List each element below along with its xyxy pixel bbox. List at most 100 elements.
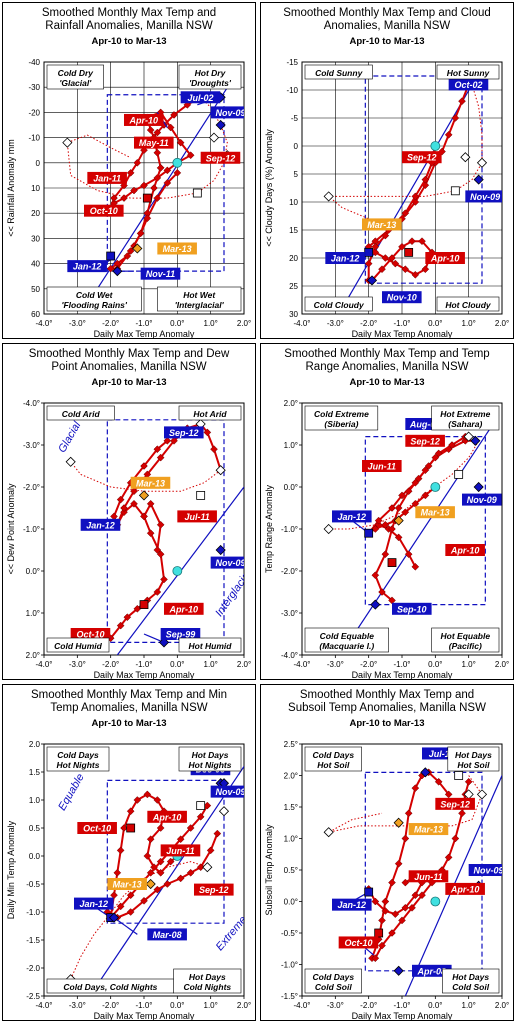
- data-point: [464, 777, 473, 786]
- quadrant-label-line: Cold Humid: [54, 641, 102, 651]
- data-point: [163, 179, 172, 187]
- quadrant-label-line: Cold Cloudy: [314, 300, 365, 310]
- x-tick-label: -3.0°: [69, 1001, 86, 1010]
- quadrant-label-line: 'Flooding Rains': [61, 300, 127, 310]
- data-point: [381, 231, 390, 240]
- month-label-box: [200, 151, 241, 164]
- y-tick-label: -0.5: [26, 880, 40, 889]
- y-tick-label: -20: [28, 108, 40, 117]
- quadrant-label-line: Cold Days: [313, 972, 355, 982]
- month-label-box: [70, 628, 111, 640]
- chart-title-line: Temp Anomalies, Manilla NSW: [50, 702, 207, 714]
- y-tick-label: 0: [36, 159, 41, 168]
- series-line: [143, 501, 162, 551]
- data-point: [126, 247, 135, 255]
- chart-panel: Smoothed Monthly Max Temp and Dew Point A…: [2, 343, 256, 680]
- diamond-marker: [202, 862, 213, 873]
- data-point: [106, 264, 115, 273]
- data-point: [150, 184, 158, 192]
- data-point: [451, 114, 460, 122]
- month-label-box: [412, 964, 452, 977]
- data-point: [411, 270, 420, 279]
- data-point: [418, 891, 426, 900]
- data-point: [170, 436, 178, 445]
- month-label-box: [362, 218, 402, 231]
- month-label: Jan-12: [331, 254, 360, 264]
- data-point: [116, 846, 125, 855]
- y-tick-label: 1.0°: [284, 441, 298, 450]
- data-point: [110, 891, 118, 900]
- square-marker: [364, 887, 374, 897]
- month-label-box: [210, 785, 244, 798]
- data-point: [394, 859, 403, 868]
- quadrant-label-line: Cold Soil: [315, 982, 352, 992]
- month-label-box: [147, 928, 187, 941]
- diamond-marker: [393, 965, 404, 976]
- diamond-marker: [460, 152, 471, 163]
- quadrant-label: Cold Arid: [62, 409, 101, 419]
- y-tick-label: 2.0°: [284, 399, 298, 408]
- y-tick-label: -30: [28, 83, 40, 92]
- diamond-marker: [366, 275, 378, 286]
- quadrant-label-line: Hot Extreme: [440, 409, 490, 419]
- month-label-box: [164, 602, 204, 615]
- data-point: [116, 495, 125, 504]
- square-marker: [374, 928, 384, 938]
- month-label-box: [67, 260, 107, 273]
- quadrant-box: [178, 405, 242, 421]
- quadrant-label-line: Hot Wet: [183, 290, 216, 300]
- month-label: Jul-02: [187, 93, 213, 103]
- y-tick-label: 0.0°: [284, 898, 298, 907]
- origin-marker: [430, 141, 441, 151]
- chart-title-line: Subsoil Temp Anomalies, Manilla NSW: [288, 702, 486, 714]
- diamond-marker: [218, 806, 230, 817]
- y-tick-label: -40: [28, 58, 40, 67]
- data-point: [411, 192, 420, 201]
- y-tick-label: 10: [289, 198, 298, 207]
- month-label-box: [74, 897, 114, 910]
- month-label: Jun-11: [166, 846, 194, 856]
- x-tick-label: -2.0°: [360, 319, 377, 328]
- diamond-marker: [473, 174, 484, 185]
- x-axis-label: Daily Max Temp Anomaly: [352, 670, 453, 680]
- plot-area: [43, 61, 245, 315]
- month-label-box: [160, 844, 201, 857]
- chart-title: Smoothed Monthly Max Temp and Dew Point A…: [29, 348, 230, 373]
- data-point: [133, 796, 142, 804]
- data-point: [388, 878, 396, 887]
- month-label: Nov-09: [215, 108, 245, 118]
- x-tick-label: -2.0°: [102, 660, 119, 669]
- y-tick-label: 2.0: [29, 740, 41, 749]
- panel-frame: [260, 2, 514, 339]
- month-label-box: [405, 434, 445, 447]
- y-axis-label: Temp Range Anomaly: [264, 484, 274, 573]
- quadrant-label-line: Cold Days, Cold Nights: [63, 982, 157, 992]
- plot-area: [301, 61, 503, 315]
- data-point: [411, 562, 420, 571]
- month-label: Apr-08: [417, 966, 447, 976]
- y-tick-label: 50: [31, 285, 40, 294]
- data-point: [123, 613, 132, 622]
- quadrant-box: [46, 746, 110, 772]
- data-point: [401, 265, 410, 274]
- chart-title-line: Smoothed Monthly Max Temp and Temp: [284, 348, 489, 360]
- quadrant-label-line: Cold Arid: [62, 409, 101, 419]
- month-label-box: [462, 493, 502, 506]
- diamond-marker: [420, 767, 431, 778]
- data-point: [126, 908, 135, 916]
- series-dotted-line: [328, 440, 480, 530]
- x-tick-label: -2.0°: [360, 660, 377, 669]
- data-point: [371, 897, 380, 906]
- diamond-marker: [393, 515, 404, 526]
- diamond-marker: [463, 431, 474, 442]
- month-label: Sep-12: [206, 153, 236, 163]
- quadrant-label: Hot Equable (Pacific): [441, 631, 491, 651]
- y-tick-label: 1.5: [29, 768, 41, 777]
- y-tick-label: -2.0°: [281, 567, 298, 576]
- y-tick-label: 0.0°: [26, 567, 40, 576]
- data-point: [140, 512, 148, 521]
- quadrant-label-line: (Siberia): [324, 419, 358, 429]
- y-tick-label: 20: [31, 209, 40, 218]
- x-tick-label: 0.0°: [170, 1001, 184, 1010]
- y-tick-label: 1.5°: [284, 803, 298, 812]
